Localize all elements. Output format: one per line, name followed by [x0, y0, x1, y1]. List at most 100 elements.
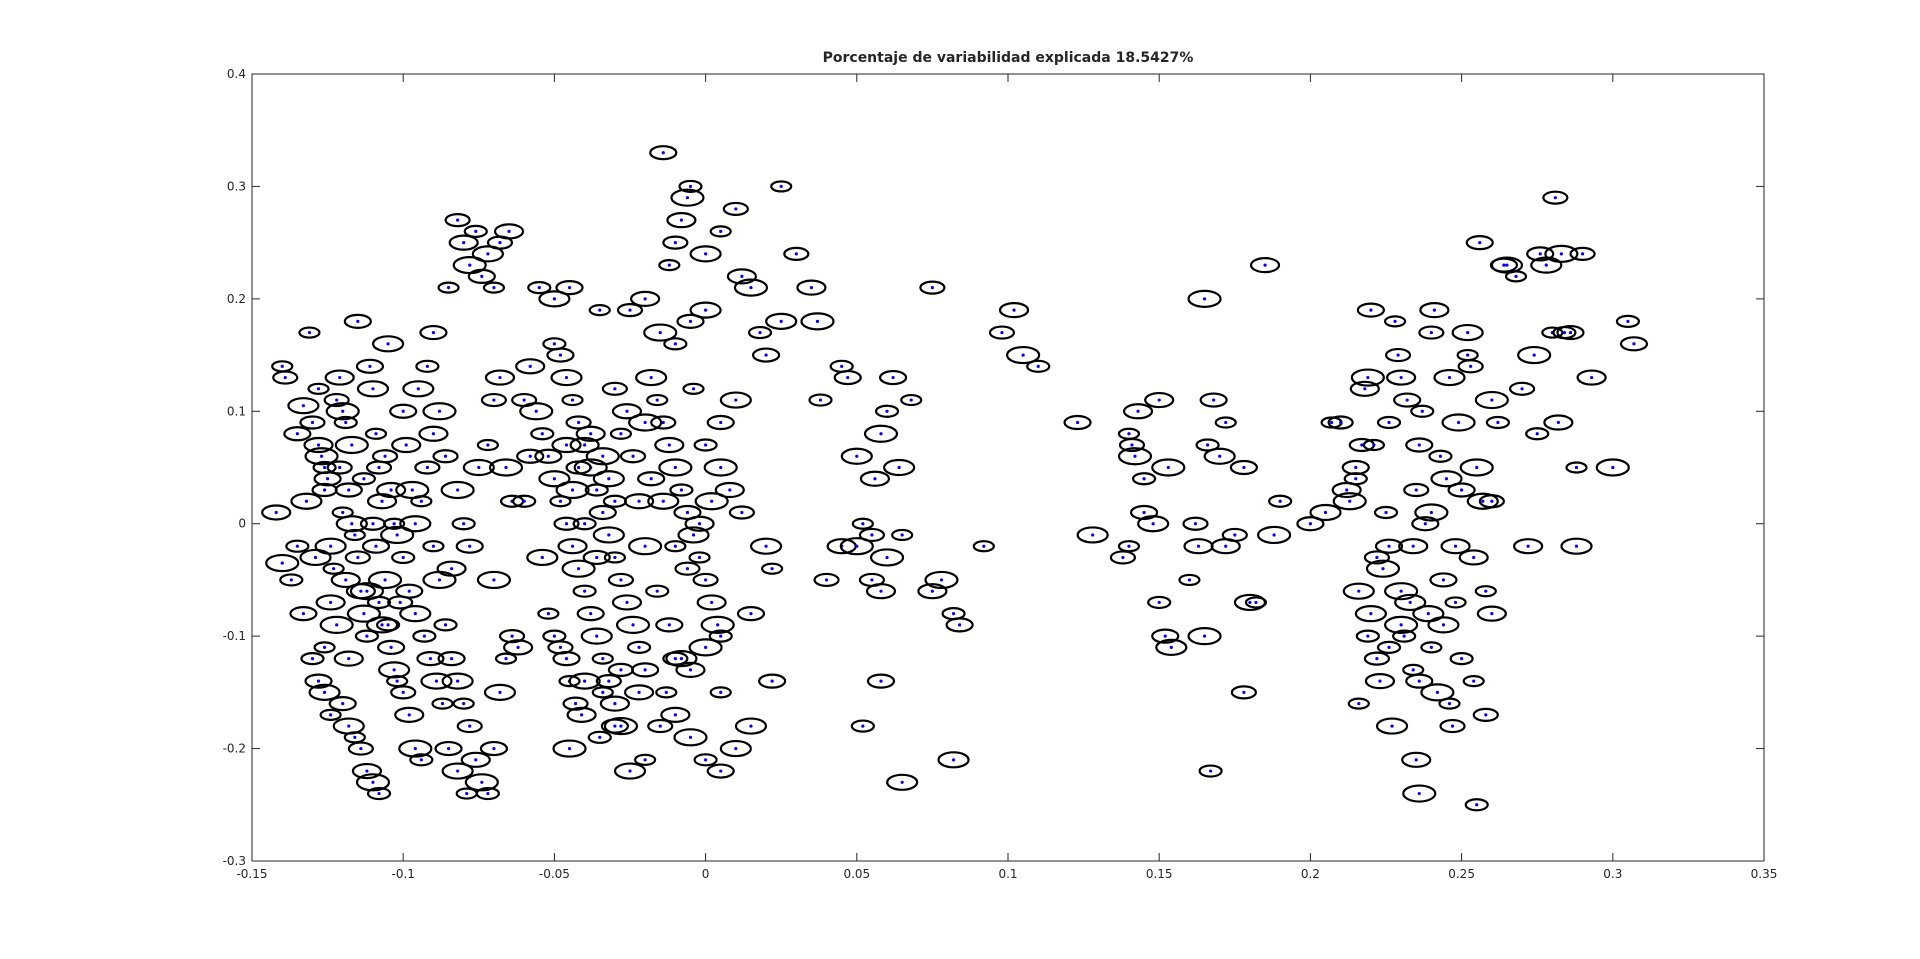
data-point	[1363, 387, 1367, 391]
point-ellipse	[285, 539, 310, 553]
data-point	[558, 645, 563, 649]
point-ellipse	[1420, 683, 1455, 702]
point-ellipse	[1118, 437, 1146, 453]
data-point	[625, 409, 629, 413]
point-ellipse	[313, 641, 336, 654]
data-point	[1091, 533, 1095, 537]
point-ellipse	[488, 458, 524, 477]
data-point	[431, 544, 436, 548]
point-ellipse	[682, 382, 705, 395]
data-point	[719, 769, 723, 773]
point-ellipse	[416, 651, 445, 667]
data-point	[704, 578, 708, 582]
point-ellipse	[1472, 707, 1499, 722]
point-ellipse	[538, 470, 571, 488]
point-ellipse	[476, 438, 499, 452]
point-ellipse	[865, 583, 897, 600]
data-point	[377, 791, 381, 796]
point-ellipse	[437, 281, 460, 294]
point-ellipse	[1354, 605, 1387, 623]
data-point	[1502, 263, 1506, 267]
point-ellipse	[1249, 257, 1281, 274]
point-ellipse	[1569, 246, 1596, 261]
point-ellipse	[391, 436, 422, 454]
data-point	[486, 443, 490, 447]
data-point	[1142, 477, 1146, 481]
point-ellipse	[420, 672, 453, 690]
data-point	[1339, 420, 1343, 425]
point-ellipse	[1565, 461, 1588, 474]
data-point	[1453, 600, 1458, 605]
data-point	[362, 477, 366, 481]
data-point	[335, 398, 339, 402]
data-point	[1381, 567, 1385, 571]
data-point	[462, 241, 466, 245]
data-point	[359, 746, 363, 751]
data-point	[879, 432, 883, 436]
data-point	[1441, 623, 1446, 627]
point-ellipse	[1268, 494, 1293, 508]
point-ellipse	[1122, 403, 1154, 420]
point-ellipse	[1464, 798, 1489, 812]
point-ellipse	[749, 537, 783, 555]
point-ellipse	[643, 323, 678, 342]
point-ellipse	[1405, 673, 1434, 689]
point-ellipse	[603, 551, 626, 564]
data-point	[655, 589, 659, 593]
data-point	[719, 229, 723, 233]
data-point	[749, 724, 753, 728]
point-ellipse	[436, 560, 467, 577]
data-point	[395, 679, 399, 683]
data-point	[1387, 544, 1391, 548]
point-ellipse	[919, 280, 946, 295]
data-point	[310, 420, 315, 425]
point-ellipse	[526, 548, 559, 567]
data-point	[338, 375, 342, 380]
data-point	[1372, 443, 1376, 447]
point-ellipse	[1458, 549, 1489, 566]
data-point	[1520, 387, 1524, 391]
data-point	[589, 432, 593, 436]
data-point	[546, 454, 550, 458]
data-points	[261, 145, 1649, 812]
data-point	[1411, 668, 1415, 672]
data-point	[304, 499, 309, 503]
data-point	[347, 657, 351, 661]
point-ellipse	[1410, 404, 1435, 418]
data-point	[365, 634, 369, 638]
data-point	[371, 780, 375, 784]
point-ellipse	[709, 225, 732, 238]
axis-ticks: -0.15 -0.1 -0.05 0 0.05 0.1 0.15 0.2 0.25 0.3 0.35…	[223, 67, 1778, 881]
data-point	[456, 679, 460, 683]
point-ellipse	[689, 245, 722, 263]
data-point	[673, 465, 677, 470]
data-point	[492, 578, 496, 582]
point-ellipse	[351, 762, 383, 780]
data-point	[900, 780, 904, 784]
point-ellipse	[319, 615, 354, 635]
data-point	[1329, 420, 1334, 425]
data-point	[462, 522, 466, 526]
data-point	[280, 364, 284, 368]
point-ellipse	[530, 427, 555, 441]
point-ellipse	[1384, 615, 1419, 635]
data-point	[540, 432, 544, 436]
point-ellipse	[599, 695, 630, 712]
data-point	[507, 229, 511, 233]
point-ellipse	[758, 673, 787, 689]
point-ellipse	[591, 652, 614, 665]
data-point	[335, 623, 339, 627]
x-tick-label: 0.2	[1301, 867, 1320, 881]
point-ellipse	[591, 686, 614, 699]
data-point	[407, 713, 411, 717]
point-ellipse	[808, 393, 833, 407]
point-ellipse	[703, 458, 738, 477]
point-ellipse	[607, 662, 635, 677]
point-ellipse	[448, 234, 479, 251]
y-tick-label: 0.4	[227, 67, 246, 81]
point-ellipse	[1347, 697, 1370, 710]
data-point	[1420, 409, 1424, 413]
data-point	[1478, 241, 1482, 245]
point-ellipse	[688, 638, 723, 657]
point-ellipse	[1478, 494, 1505, 509]
